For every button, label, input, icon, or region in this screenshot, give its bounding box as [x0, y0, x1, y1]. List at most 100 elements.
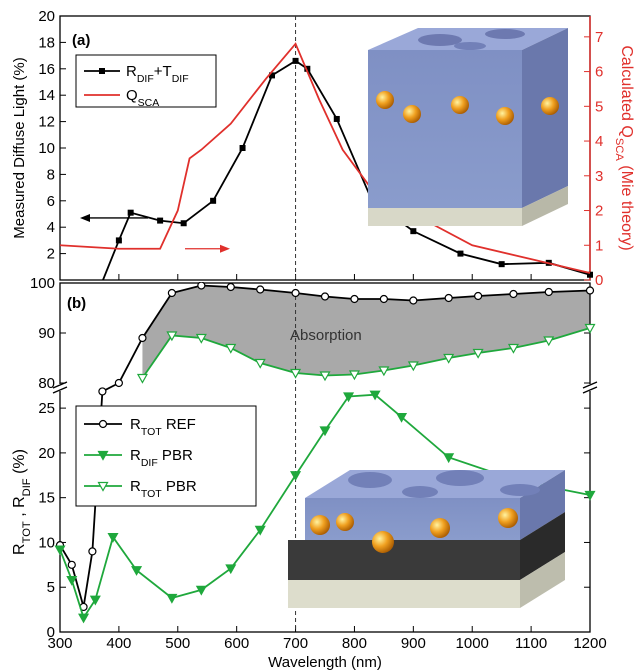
data-point: [343, 392, 355, 403]
y-tick-label: 4: [47, 219, 55, 236]
legend-label: RDIF PBR: [130, 447, 193, 469]
legend-label-part: +T: [154, 63, 172, 80]
data-point: [254, 525, 266, 536]
y-tick-label: 6: [47, 193, 55, 210]
y-axis-label-part: (%): [11, 449, 28, 478]
inset-illustration: [368, 28, 568, 226]
data-point: [319, 426, 331, 437]
data-point: [67, 560, 76, 569]
data-point: [444, 293, 453, 303]
arrow-head: [220, 244, 230, 253]
data-point: [195, 585, 207, 596]
y2-axis-label-part: SCA: [613, 138, 625, 162]
absorption-area: [142, 285, 590, 378]
y-tick-label: 80: [38, 375, 55, 392]
legend-label-part: SCA: [138, 97, 160, 109]
data-point: [290, 368, 302, 379]
data-point: [443, 453, 455, 464]
y-axis-label-part: , R: [11, 496, 28, 521]
legend-label-part: R: [130, 478, 141, 495]
legend-label-part: DIF: [172, 73, 189, 85]
y-tick-label: 16: [38, 61, 55, 78]
y-tick-label: 2: [47, 246, 55, 263]
data-point: [98, 387, 107, 396]
data-point: [88, 547, 97, 556]
y-tick-label: 0: [47, 624, 55, 641]
y2-axis-label: Calculated QSCA (Mie theory): [613, 45, 635, 250]
data-point: [166, 331, 178, 342]
legend-label-part: TOT: [141, 426, 162, 438]
y-tick-label: 20: [38, 8, 55, 25]
data-point: [407, 361, 419, 372]
mask: [61, 281, 589, 282]
data-point: [166, 593, 178, 604]
x-axis-label: Wavelength (nm): [268, 654, 382, 671]
data-point: [291, 288, 300, 298]
data-point: [320, 292, 330, 301]
data-point: [472, 348, 484, 359]
y-axis-label: Measured Diffuse Light (%): [11, 57, 28, 238]
x-tick-label: 1200: [573, 635, 606, 652]
legend-label-part: PBR: [158, 447, 193, 464]
data-point: [290, 471, 302, 482]
annotation: Absorption: [290, 327, 362, 344]
y2-tick-label: 6: [595, 64, 603, 81]
y-tick-label: 14: [38, 87, 55, 104]
data-point: [131, 566, 143, 576]
y-tick-label: 18: [38, 34, 55, 51]
data-point: [107, 532, 119, 543]
y2-tick-label: 3: [595, 168, 603, 185]
x-tick-label: 800: [342, 635, 367, 652]
legend-label-part: DIF: [141, 457, 158, 469]
plot-frame: [59, 282, 591, 633]
legend-label-part: TOT: [141, 488, 162, 500]
data-point: [114, 378, 123, 388]
data-point: [136, 373, 148, 384]
data-point: [239, 145, 246, 151]
y-tick-label: 8: [47, 166, 55, 183]
axis-break-mark: [52, 386, 68, 394]
data-point: [543, 336, 555, 347]
data-point: [66, 575, 78, 586]
data-point: [167, 288, 176, 298]
data-point: [127, 209, 134, 216]
data-point: [157, 217, 164, 224]
data-point: [369, 390, 381, 401]
data-point: [54, 545, 66, 556]
y2-axis-label-part: (Mie theory): [618, 161, 635, 251]
panel-label: (b): [67, 295, 86, 312]
y-tick-label: 20: [38, 445, 55, 462]
y-tick-label: 100: [30, 275, 55, 292]
data-point: [348, 370, 360, 381]
legend-label-part: PBR: [162, 478, 197, 495]
y-tick-label: 12: [38, 114, 55, 131]
y-tick-label: 90: [38, 325, 55, 342]
data-point: [584, 490, 596, 501]
legend-label: RTOT REF: [130, 416, 196, 438]
data-point: [269, 72, 275, 79]
legend-label: RDIF+TDIF: [126, 63, 189, 85]
data-point: [396, 412, 408, 423]
y2-tick-label: 2: [595, 203, 603, 220]
data-point: [350, 294, 359, 304]
y-axis-label-part: R: [11, 543, 28, 555]
data-point: [180, 220, 187, 227]
data-point: [474, 291, 483, 301]
arrow-head: [80, 213, 90, 222]
y-tick-label: 15: [38, 490, 55, 507]
legend-marker: [97, 450, 109, 461]
axis-break-mark: [582, 381, 598, 389]
data-point: [443, 353, 455, 364]
inset-illustration: [288, 470, 565, 608]
x-tick-label: 700: [283, 635, 308, 652]
data-point: [225, 343, 237, 354]
data-point: [292, 57, 299, 64]
legend-label-part: Q: [126, 87, 138, 104]
data-point: [457, 250, 464, 257]
y2-tick-label: 4: [595, 133, 603, 150]
data-point: [319, 371, 331, 382]
y-tick-label: 10: [38, 140, 55, 157]
x-tick-label: 1100: [515, 635, 547, 652]
data-point: [410, 228, 417, 235]
